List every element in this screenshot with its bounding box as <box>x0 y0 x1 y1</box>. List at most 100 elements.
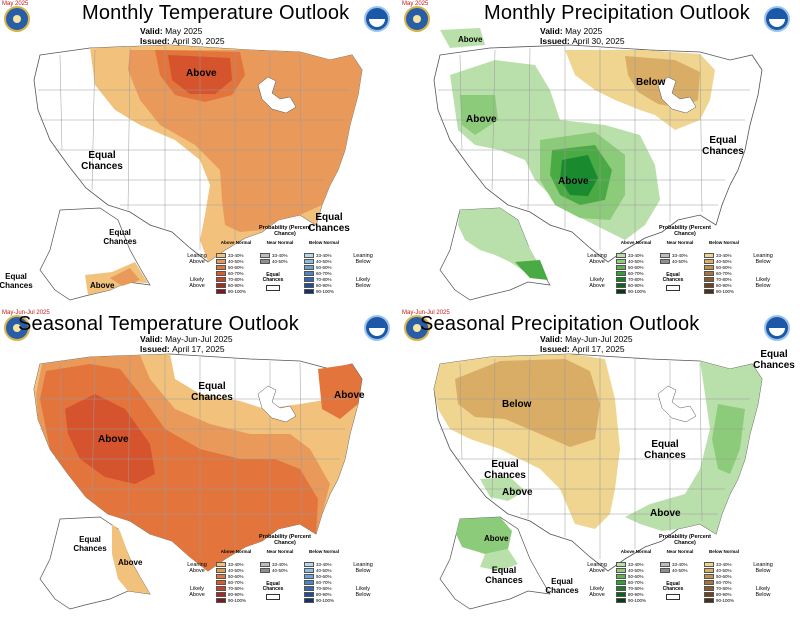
legend-above-head: Above Normal <box>220 549 252 554</box>
map-label: Above <box>458 35 483 44</box>
swatch-label: 70-80% <box>316 276 332 282</box>
state-lines <box>438 355 750 559</box>
issued-value: April 17, 2025 <box>172 344 225 354</box>
swatch-label: 40-50% <box>316 567 332 573</box>
swatch-label: 80-90% <box>716 282 732 288</box>
swatch-box <box>660 258 670 264</box>
legend-near-head: Near Normal <box>266 240 294 245</box>
legend-swatch: 90-100% <box>304 288 344 294</box>
legend-swatch: 40-50% <box>660 258 700 264</box>
swatch-box <box>304 573 314 579</box>
legend-equal-chances-box <box>266 594 280 600</box>
swatch-label: 90-100% <box>628 597 647 603</box>
prcp-above-east-40 <box>712 404 745 474</box>
swatch-box <box>616 585 626 591</box>
legend-equal-chances: Equal Chances <box>662 272 684 283</box>
alaska-above-light <box>480 549 518 571</box>
swatch-box <box>216 264 226 270</box>
legend-swatch: 70-80% <box>616 276 656 282</box>
great-lakes <box>257 76 297 114</box>
legend-likely-below: Likely Below <box>355 586 371 598</box>
date-tag: May-Jun-Jul 2025 <box>2 310 50 316</box>
legend-below-head: Below Normal <box>308 549 339 554</box>
swatch-box <box>216 252 226 258</box>
swatch-label: 60-70% <box>628 270 644 276</box>
map-label: Equal Chances <box>702 135 744 157</box>
swatch-box <box>260 258 270 264</box>
probability-legend: Probability (Percent Chance) Above Normal… <box>180 534 390 618</box>
legend-swatch: 90-100% <box>216 288 256 294</box>
cpc-seal-icon <box>4 6 30 32</box>
legend-swatch: 50-60% <box>616 264 656 270</box>
great-lakes <box>657 385 697 423</box>
swatch-label: 70-80% <box>316 585 332 591</box>
legend-swatch: 50-60% <box>216 573 256 579</box>
swatch-box <box>304 585 314 591</box>
swatch-box <box>660 561 670 567</box>
panel-seasonal-temperature: May-Jun-Jul 2025 Seasonal Temperature Ou… <box>0 309 400 618</box>
swatch-label: 33-40% <box>628 252 644 258</box>
legend-swatch: 33-40% <box>304 561 344 567</box>
legend-title: Probability (Percent Chance) <box>259 534 311 546</box>
swatch-label: 40-50% <box>228 567 244 573</box>
swatch-box <box>304 264 314 270</box>
swatch-box <box>660 567 670 573</box>
probability-legend: Probability (Percent Chance) Above Normal… <box>180 225 390 309</box>
swatch-label: 90-100% <box>316 288 335 294</box>
swatch-label: 40-50% <box>272 567 288 573</box>
swatch-label: 40-50% <box>672 567 688 573</box>
swatch-label: 33-40% <box>272 252 288 258</box>
swatch-label: 80-90% <box>316 591 332 597</box>
swatch-box <box>260 252 270 258</box>
legend-swatch: 40-50% <box>216 258 256 264</box>
legend-equal-chances: Equal Chances <box>262 581 284 592</box>
legend-near-head: Near Normal <box>666 549 694 554</box>
swatch-box <box>616 597 626 603</box>
swatch-box <box>616 591 626 597</box>
swatch-box <box>304 561 314 567</box>
map-label: Equal Chances <box>308 212 350 234</box>
legend-swatch: 70-80% <box>704 585 744 591</box>
legend-swatch: 60-70% <box>704 579 744 585</box>
legend-swatch: 50-60% <box>704 573 744 579</box>
valid-issued-block: Valid: May-Jun-Jul 2025 Issued: April 17… <box>140 334 233 354</box>
map-label: Above <box>334 390 365 401</box>
probability-legend: Probability (Percent Chance) Above Normal… <box>580 534 790 618</box>
alaska-above-region <box>456 517 512 554</box>
legend-equal-chances-box <box>666 594 680 600</box>
legend-likely-above: Likely Above <box>589 277 605 289</box>
cpc-seal-icon <box>404 6 430 32</box>
swatch-box <box>216 276 226 282</box>
swatch-label: 70-80% <box>228 585 244 591</box>
map-label: Equal Chances <box>191 381 233 403</box>
swatch-box <box>216 270 226 276</box>
map-label: Above <box>558 176 589 187</box>
legend-swatch: 33-40% <box>660 561 700 567</box>
swatch-label: 50-60% <box>716 264 732 270</box>
swatch-box <box>216 288 226 294</box>
swatch-box <box>704 567 714 573</box>
swatch-box <box>616 270 626 276</box>
map-label: Equal Chances <box>485 565 523 585</box>
swatch-box <box>304 288 314 294</box>
issued-label: Issued: <box>540 344 570 354</box>
valid-value: May-Jun-Jul 2025 <box>565 334 633 344</box>
great-lakes <box>657 76 697 114</box>
legend-swatch: 80-90% <box>216 282 256 288</box>
swatch-box <box>304 567 314 573</box>
legend-leaning-below: Leaning Below <box>353 562 373 574</box>
swatch-label: 33-40% <box>716 252 732 258</box>
legend-swatch: 33-40% <box>704 252 744 258</box>
swatch-label: 90-100% <box>228 597 247 603</box>
swatch-box <box>704 264 714 270</box>
noaa-logo-icon <box>764 315 790 341</box>
swatch-box <box>616 258 626 264</box>
swatch-box <box>216 579 226 585</box>
legend-swatch: 60-70% <box>616 270 656 276</box>
map-label: Equal Chances <box>545 577 579 595</box>
legend-leaning-below: Leaning Below <box>753 562 773 574</box>
legend-swatch: 33-40% <box>216 561 256 567</box>
swatch-label: 33-40% <box>228 561 244 567</box>
legend-above-column: Above Normal 33-40% 40-50% 50-60% 60-70% 70-8… <box>616 240 656 294</box>
swatch-label: 60-70% <box>316 579 332 585</box>
